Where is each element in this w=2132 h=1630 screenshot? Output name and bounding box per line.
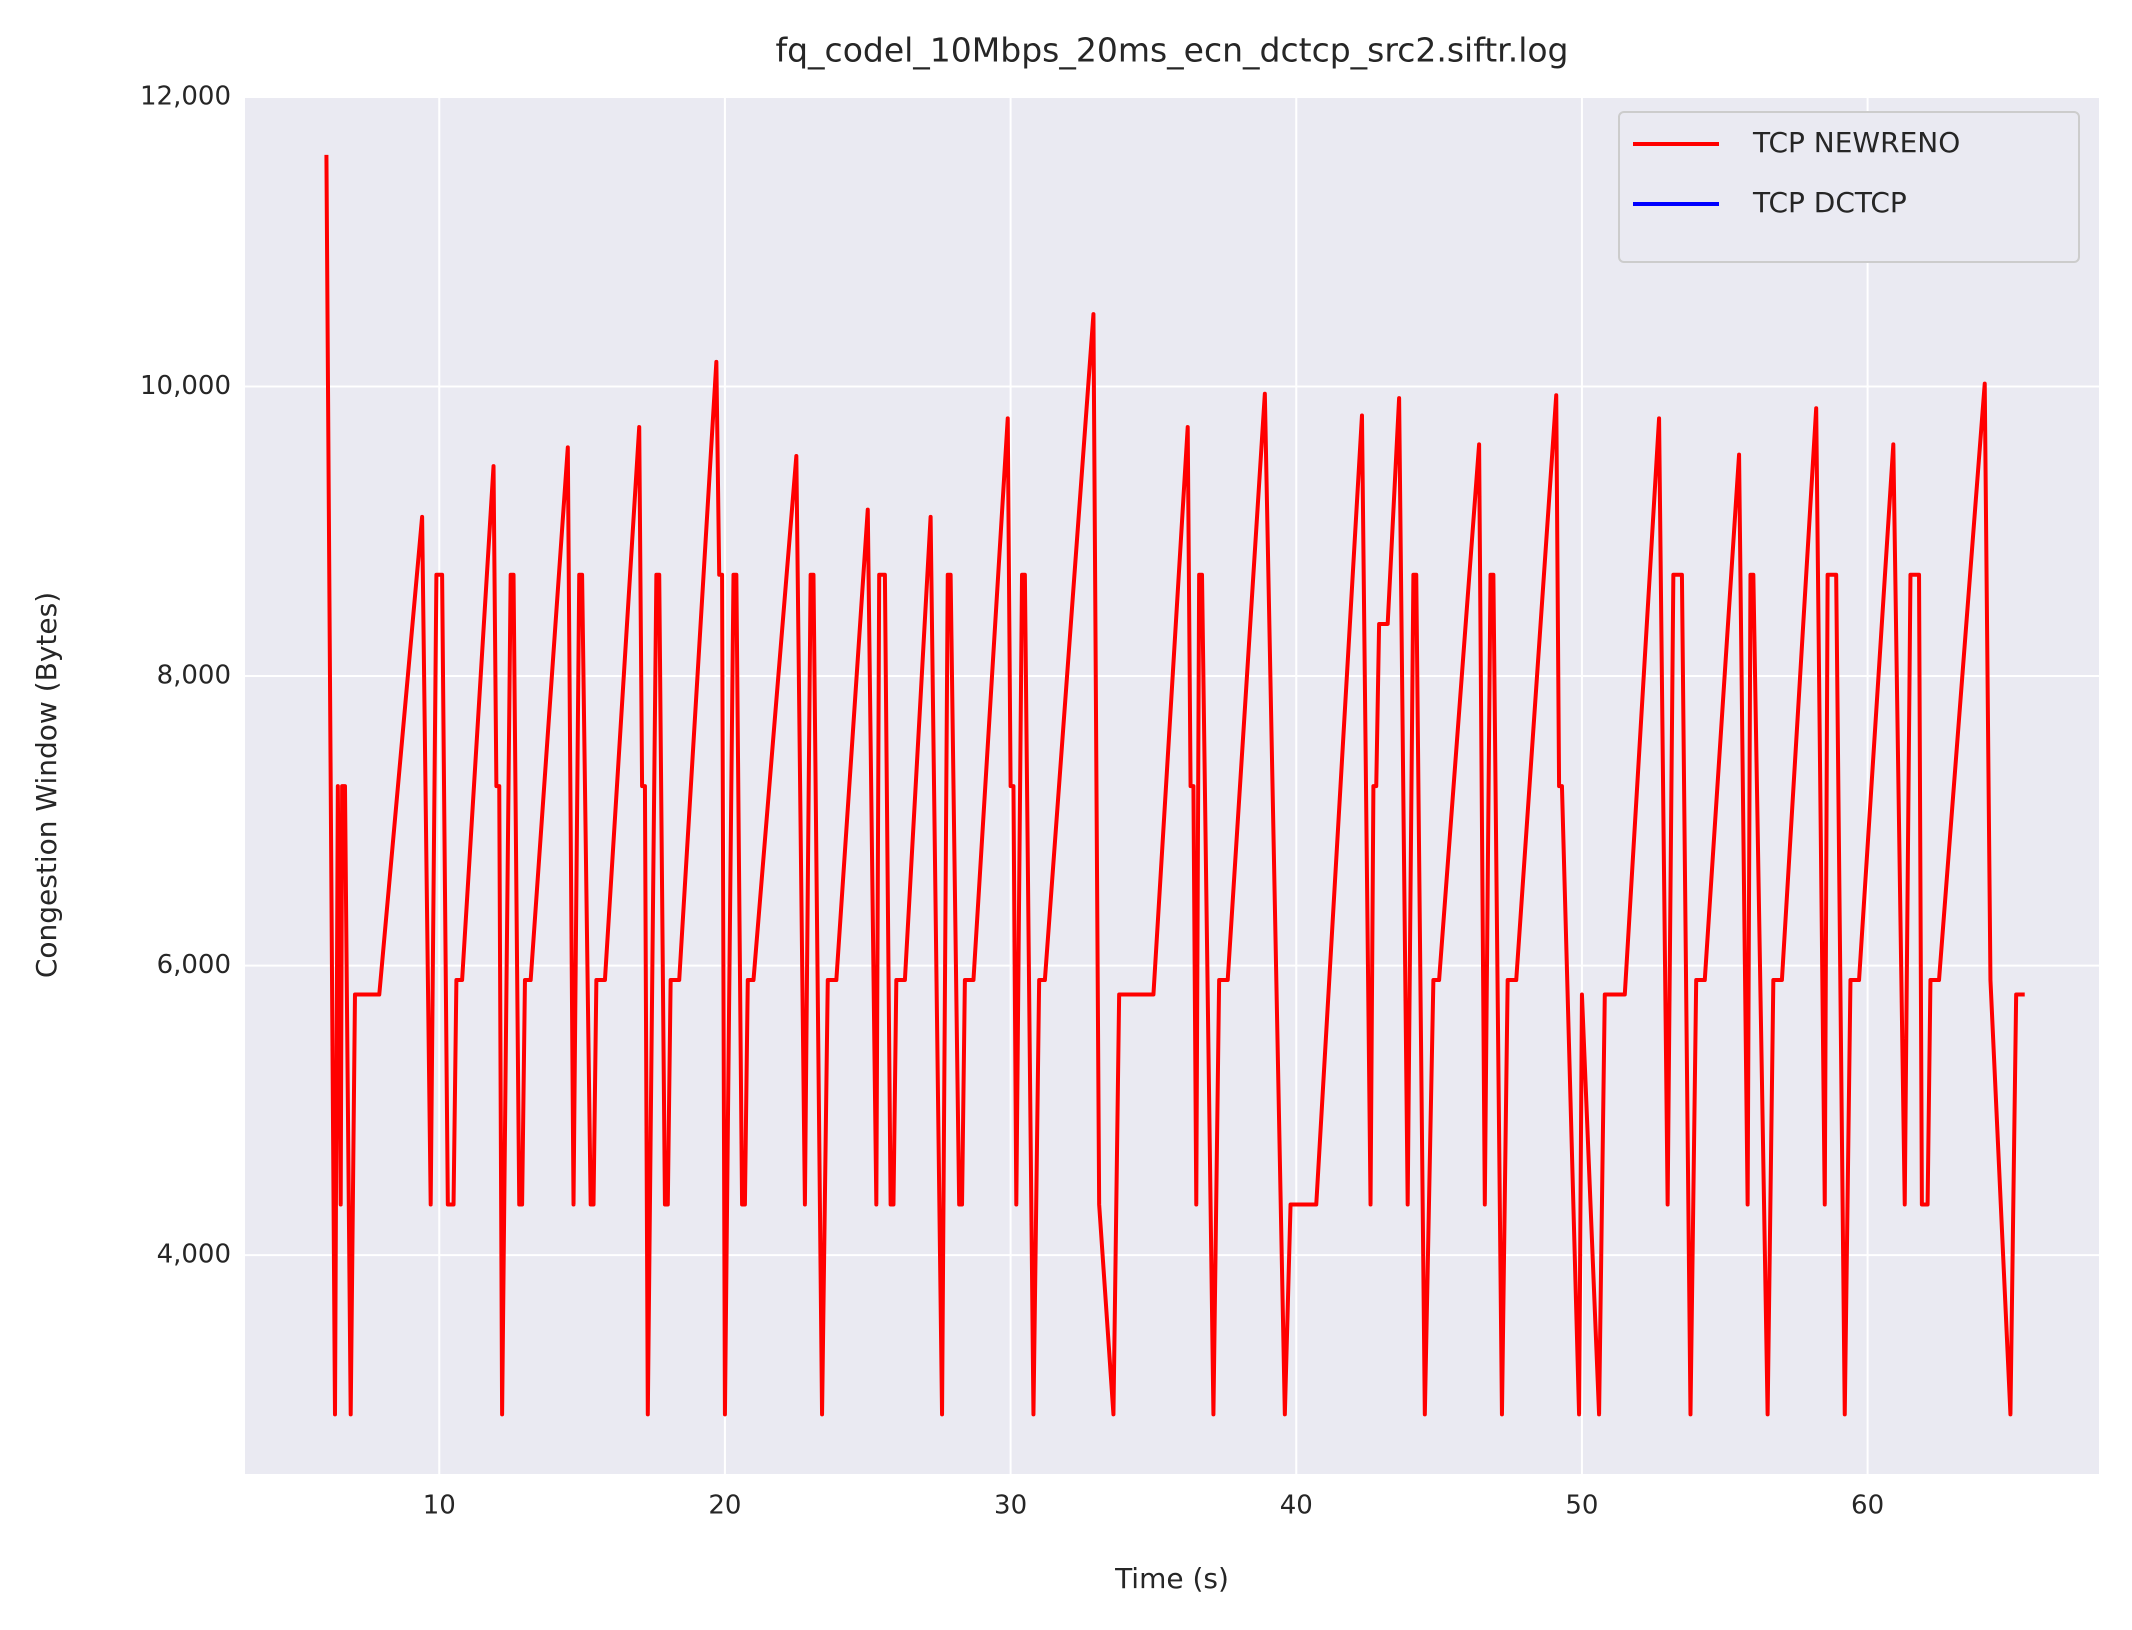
legend-label: TCP DCTCP (1752, 186, 1907, 219)
chart-title: fq_codel_10Mbps_20ms_ecn_dctcp_src2.sift… (775, 31, 1568, 70)
x-tick-label: 50 (1565, 1491, 1598, 1521)
x-tick-label: 40 (1280, 1491, 1313, 1521)
legend-label: TCP NEWRENO (1752, 126, 1960, 159)
legend: TCP NEWRENO TCP DCTCP (1618, 111, 2080, 263)
y-tick-label: 10,000 (140, 371, 231, 401)
legend-box (1618, 111, 2080, 263)
y-tick-label: 12,000 (140, 82, 231, 112)
y-tick-label: 4,000 (157, 1240, 231, 1270)
x-tick-label: 30 (994, 1491, 1027, 1521)
y-axis-label: Congestion Window (Bytes) (30, 592, 63, 978)
y-tick-label: 8,000 (157, 661, 231, 691)
plot-area (245, 97, 2099, 1474)
y-tick-label: 6,000 (157, 950, 231, 980)
x-axis-label: Time (s) (1114, 1562, 1229, 1595)
x-tick-label: 10 (423, 1491, 456, 1521)
x-tick-label: 20 (708, 1491, 741, 1521)
line (324, 154, 2025, 1417)
x-tick-label: 60 (1851, 1491, 1884, 1521)
